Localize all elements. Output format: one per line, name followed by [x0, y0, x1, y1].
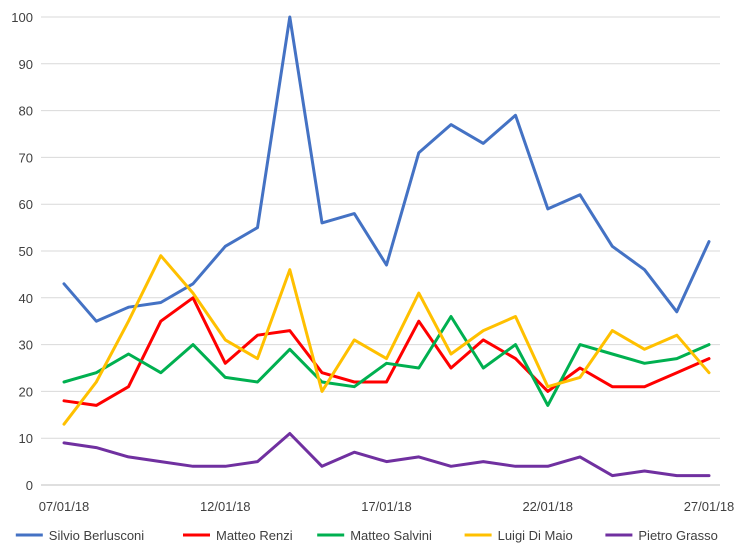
series-line-luigi-di-maio	[62, 254, 711, 426]
y-tick-label: 80	[19, 104, 33, 119]
y-tick-label: 10	[19, 431, 33, 446]
legend-label: Pietro Grasso	[638, 528, 717, 543]
legend-item: Pietro Grasso	[605, 528, 718, 543]
y-tick-label: 40	[19, 291, 33, 306]
series-line-matteo-renzi	[62, 296, 711, 407]
x-tick-label: 27/01/18	[684, 499, 735, 514]
x-axis-tick-labels: 07/01/18 12/01/18 17/01/18 22/01/18 27/01/18	[39, 499, 735, 514]
series-line-pietro-grasso	[62, 432, 711, 478]
gridlines	[41, 16, 720, 439]
legend-label: Matteo Salvini	[350, 528, 432, 543]
y-tick-label: 0	[26, 478, 33, 493]
legend: Silvio Berlusconi Matteo Renzi Matteo Salv…	[15, 528, 718, 543]
y-axis-tick-labels: 0 10 20 30 40 50 60 70 80 90 100	[11, 10, 33, 493]
y-tick-label: 100	[11, 10, 33, 25]
legend-label: Luigi Di Maio	[498, 528, 573, 543]
legend-label: Silvio Berlusconi	[49, 528, 144, 543]
y-tick-label: 20	[19, 384, 33, 399]
series-line-silvio-berlusconi	[62, 15, 711, 323]
series-lines	[62, 15, 711, 478]
legend-item: Matteo Renzi	[183, 528, 293, 543]
y-tick-label: 60	[19, 197, 33, 212]
x-tick-label: 17/01/18	[361, 499, 412, 514]
legend-item: Silvio Berlusconi	[15, 528, 144, 543]
y-tick-label: 90	[19, 57, 33, 72]
legend-item: Matteo Salvini	[317, 528, 432, 543]
y-tick-label: 70	[19, 150, 33, 165]
y-tick-label: 30	[19, 338, 33, 353]
legend-item: Luigi Di Maio	[464, 528, 573, 543]
x-tick-label: 22/01/18	[522, 499, 573, 514]
y-tick-label: 50	[19, 244, 33, 259]
series-line-matteo-salvini	[62, 315, 711, 407]
x-tick-label: 07/01/18	[39, 499, 90, 514]
x-tick-label: 12/01/18	[200, 499, 251, 514]
legend-label: Matteo Renzi	[216, 528, 293, 543]
